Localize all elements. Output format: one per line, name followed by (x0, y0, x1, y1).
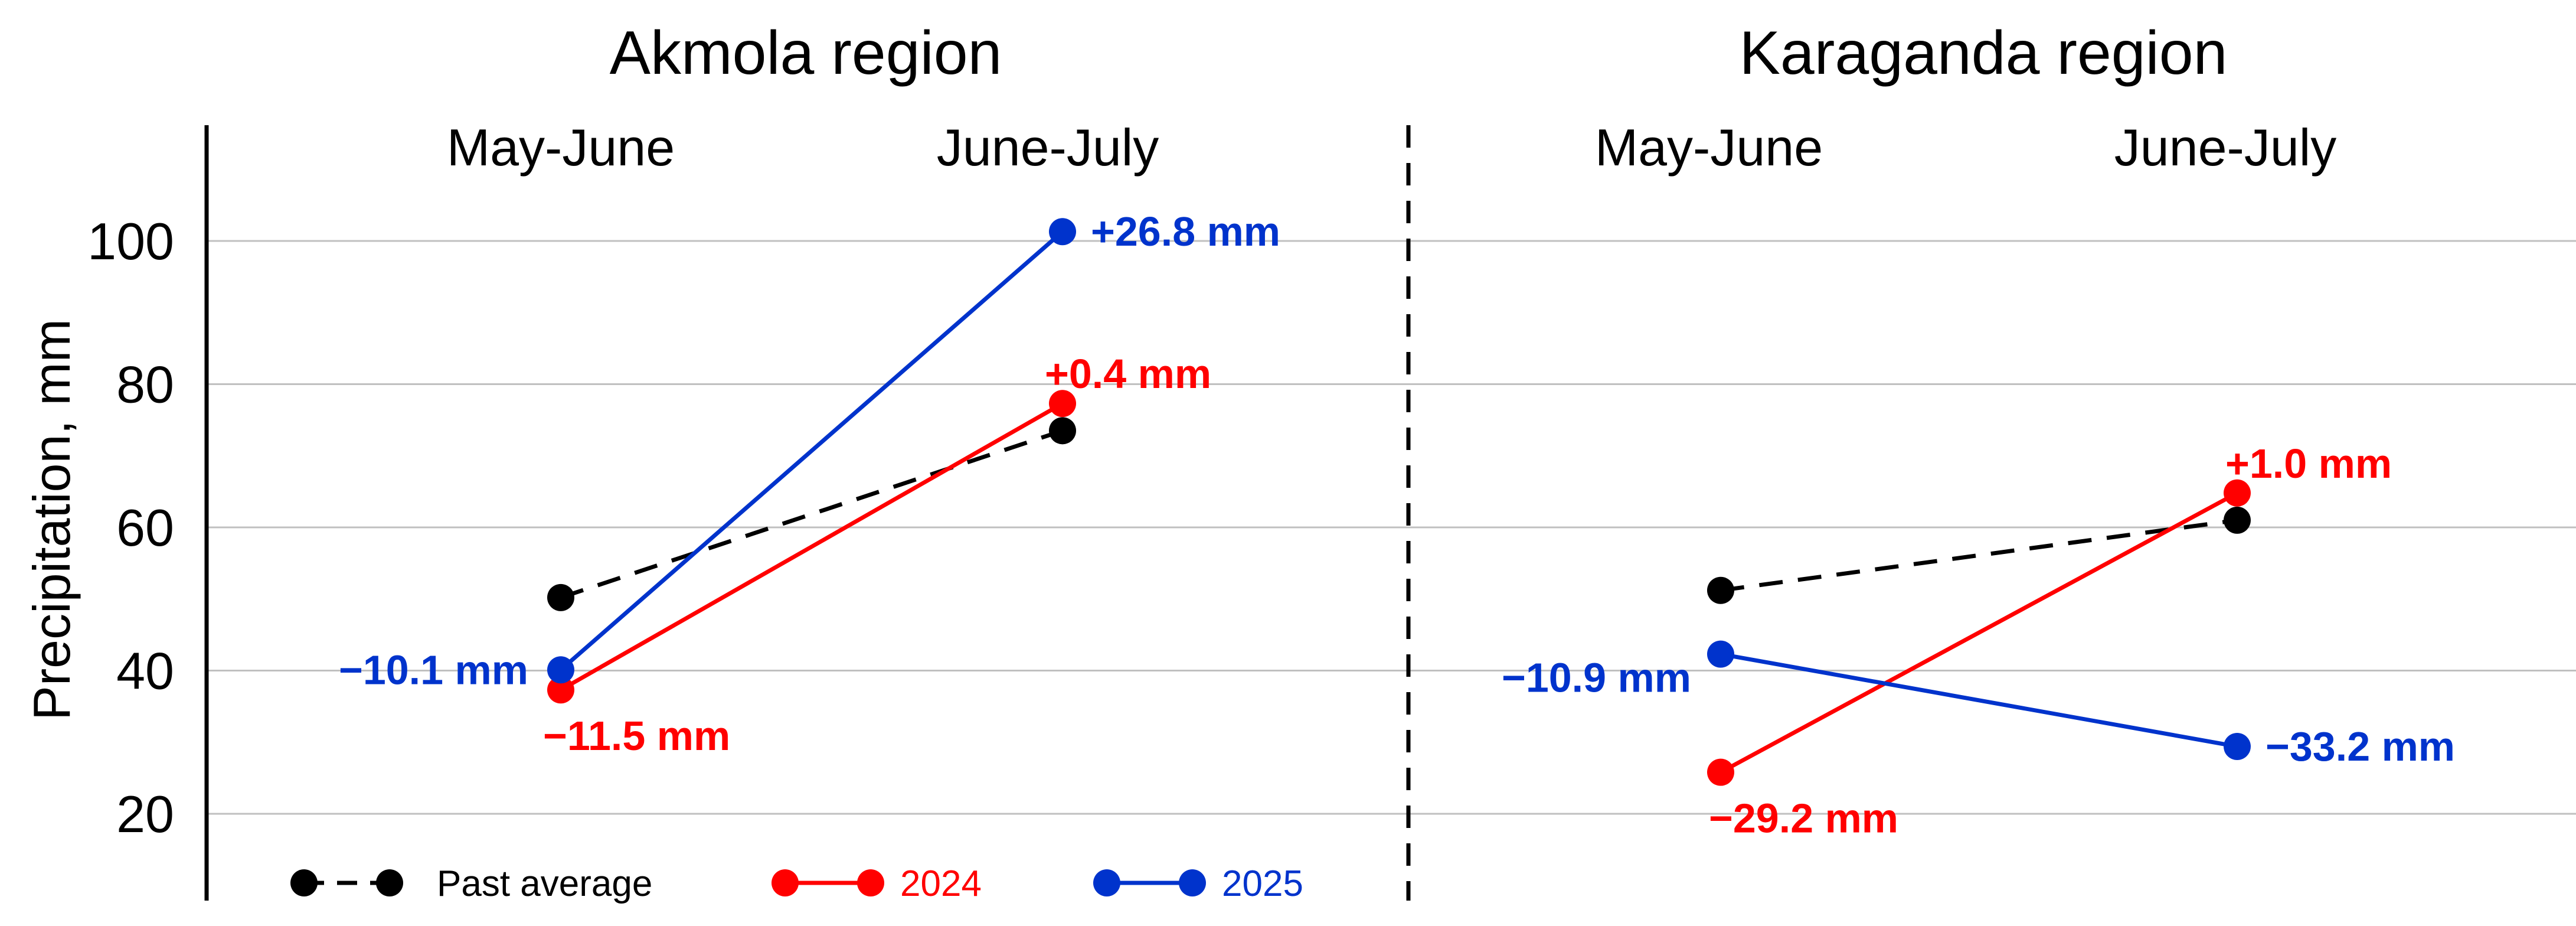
series-line-y2024 (560, 402, 1064, 692)
legend-marker (857, 869, 884, 896)
legend-label: 2025 (1222, 863, 1303, 904)
panel-title: Akmola region (610, 19, 1002, 87)
point-y2025 (1707, 640, 1734, 668)
point-y2025 (1049, 218, 1076, 246)
panel-1: Karaganda region May-June June-July −29.2 m… (1502, 19, 2455, 842)
point-y2025 (2224, 733, 2251, 761)
data-label-y2024: +1.0 mm (2225, 441, 2392, 487)
period-label: May-June (1595, 118, 1823, 177)
y-tick-label: 40 (116, 642, 174, 700)
y-tick-label: 100 (87, 212, 174, 270)
point-past (1707, 576, 1734, 604)
point-y2024 (547, 676, 574, 704)
data-label-y2024: −11.5 mm (543, 713, 730, 759)
panel-0: Akmola region May-June June-July −11.5 mm +0… (339, 19, 1280, 759)
legend-marker (1093, 869, 1120, 896)
series-line-past (1720, 518, 2238, 593)
y-tick-label: 80 (116, 356, 174, 414)
panels: Akmola region May-June June-July −11.5 mm +0… (339, 19, 2455, 842)
legend-marker (290, 869, 318, 896)
point-past (1049, 417, 1076, 445)
y-tick-labels: 20 40 60 80 100 (87, 212, 174, 843)
legend-label: Past average (437, 863, 652, 904)
point-y2025 (547, 656, 574, 684)
data-label-y2024: −29.2 mm (1709, 795, 1898, 842)
y-tick-label: 20 (116, 785, 174, 843)
period-label: June-July (2114, 118, 2337, 177)
series-line-past (560, 428, 1064, 600)
legend: Past average 2024 2025 (290, 863, 1303, 904)
grid-layer (207, 240, 2576, 815)
series-line-y2025 (559, 230, 1064, 671)
data-label-y2025: −10.9 mm (1502, 655, 1691, 701)
legend-marker (376, 869, 403, 896)
legend-item-past: Past average (290, 863, 652, 904)
period-label: May-June (447, 118, 675, 177)
data-label-y2025: −33.2 mm (2266, 723, 2455, 770)
point-past (2224, 506, 2251, 534)
period-label: June-July (937, 118, 1159, 177)
point-past (547, 583, 574, 611)
data-label-y2024: +0.4 mm (1045, 351, 1211, 397)
legend-marker (772, 869, 799, 896)
point-y2024 (1049, 390, 1076, 418)
data-label-y2025: +26.8 mm (1091, 208, 1280, 255)
legend-item-y2025: 2025 (1093, 863, 1303, 904)
series-line-y2024 (1719, 491, 2238, 774)
legend-marker (1179, 869, 1206, 896)
legend-label: 2024 (900, 863, 982, 904)
point-y2024 (2224, 479, 2251, 507)
data-label-y2025: −10.1 mm (339, 647, 528, 693)
y-axis-label: Precipitation, mm (22, 319, 81, 720)
series-line-y2025 (1720, 652, 2238, 749)
y-tick-label: 60 (116, 498, 174, 557)
point-y2024 (1707, 758, 1734, 786)
legend-item-y2024: 2024 (772, 863, 982, 904)
panel-title: Karaganda region (1740, 19, 2228, 87)
